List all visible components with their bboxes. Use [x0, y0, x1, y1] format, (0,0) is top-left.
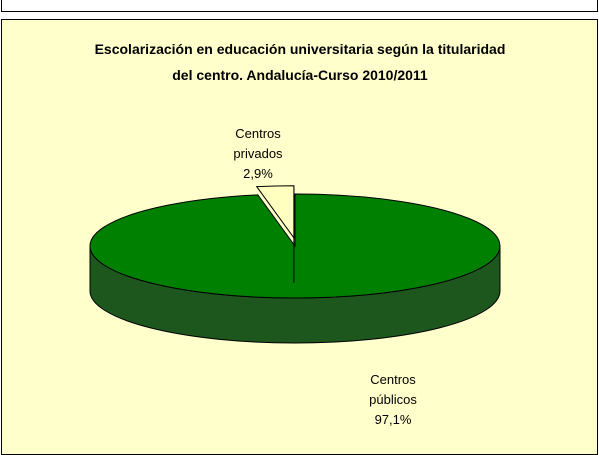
chart-title: Escolarización en educación universitari…: [94, 41, 506, 83]
category-label: Centros privados: [233, 126, 283, 161]
slice-label: Centros públicos 97,1%: [358, 370, 428, 430]
top-strip: [1, 0, 598, 12]
value-label: 97,1%: [374, 412, 412, 427]
slice-label: Centros privados 2,9%: [223, 124, 293, 184]
category-label: Centros públicos: [369, 372, 417, 407]
slice: [255, 185, 295, 240]
value-label: 2,9%: [243, 166, 273, 181]
slice: [89, 193, 501, 299]
